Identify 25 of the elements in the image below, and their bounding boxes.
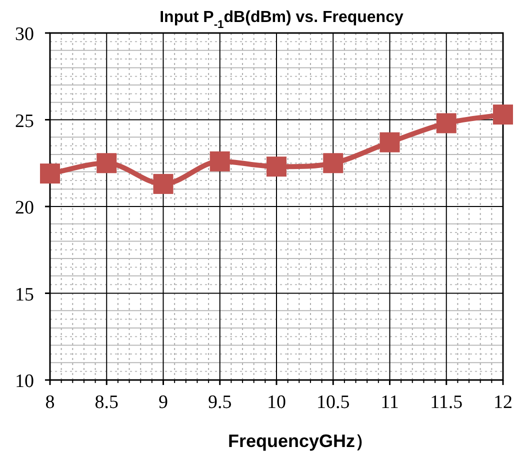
x-axis-title: FrequencyGHz） (228, 431, 374, 451)
x-tick-label: 8.5 (94, 392, 118, 413)
point (210, 151, 230, 172)
x-tick-label: 9.5 (208, 392, 232, 413)
point (153, 174, 174, 194)
x-tick-label: 10.5 (316, 392, 350, 413)
point (96, 153, 117, 174)
x-tick-label: 10 (267, 392, 286, 413)
chart-title: Input P$_{-1}$dB(dBm) vs. Frequency (160, 9, 404, 31)
point (323, 153, 344, 174)
x-tick-label: 8 (45, 392, 55, 413)
y-tick-label: 15 (15, 284, 34, 306)
y-tick-label: 30 (15, 24, 34, 45)
x-tick-label: 12 (494, 392, 512, 413)
point (266, 156, 286, 177)
point (40, 164, 60, 184)
x-tick-label: 9 (158, 392, 168, 413)
point (436, 113, 456, 134)
y-tick-label: 25 (15, 110, 34, 132)
y-tick-label: 10 (15, 371, 34, 392)
x-tick-label: 11 (380, 392, 399, 413)
point (493, 104, 513, 125)
point (380, 132, 400, 152)
x-tick-label: 11.5 (430, 392, 463, 413)
y-tick-label: 20 (15, 198, 34, 218)
